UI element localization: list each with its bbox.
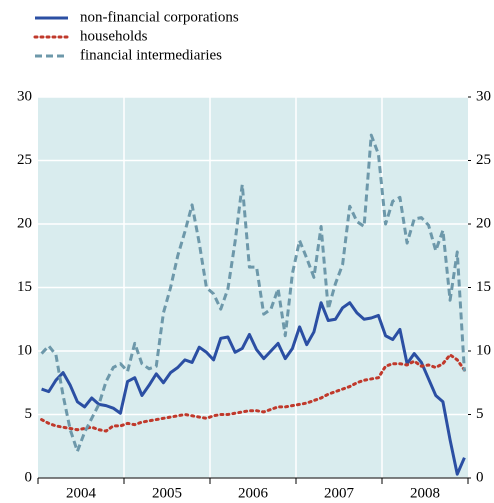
- y-tick-label: 5: [25, 406, 33, 422]
- y2-tick-label: 10: [476, 342, 491, 358]
- y2-tick-label: 20: [476, 215, 491, 231]
- series-line: [40, 133, 466, 453]
- x-tick-label: 2006: [238, 485, 269, 501]
- y-tick-label: 30: [17, 88, 32, 104]
- y-tick-label: 10: [17, 342, 32, 358]
- y-tick-label: 15: [17, 279, 32, 295]
- legend-label: non-financial corporations: [80, 9, 239, 25]
- x-tick-label: 2007: [324, 485, 355, 501]
- y2-tick-label: 0: [476, 469, 484, 485]
- x-tick-label: 2004: [66, 485, 97, 501]
- y-tick-label: 25: [17, 152, 32, 168]
- y-tick-label: 20: [17, 215, 32, 231]
- x-tick-label: 2008: [410, 485, 440, 501]
- y-tick-label: 0: [25, 469, 33, 485]
- y2-tick-label: 15: [476, 279, 491, 295]
- x-tick-label: 2005: [152, 485, 182, 501]
- y2-tick-label: 5: [476, 406, 484, 422]
- y2-tick-label: 30: [476, 88, 491, 104]
- series-line: [40, 353, 466, 433]
- series-line: [41, 301, 466, 476]
- y2-tick-label: 25: [476, 152, 491, 168]
- legend-label: financial intermediaries: [80, 47, 222, 63]
- legend-label: households: [80, 28, 148, 44]
